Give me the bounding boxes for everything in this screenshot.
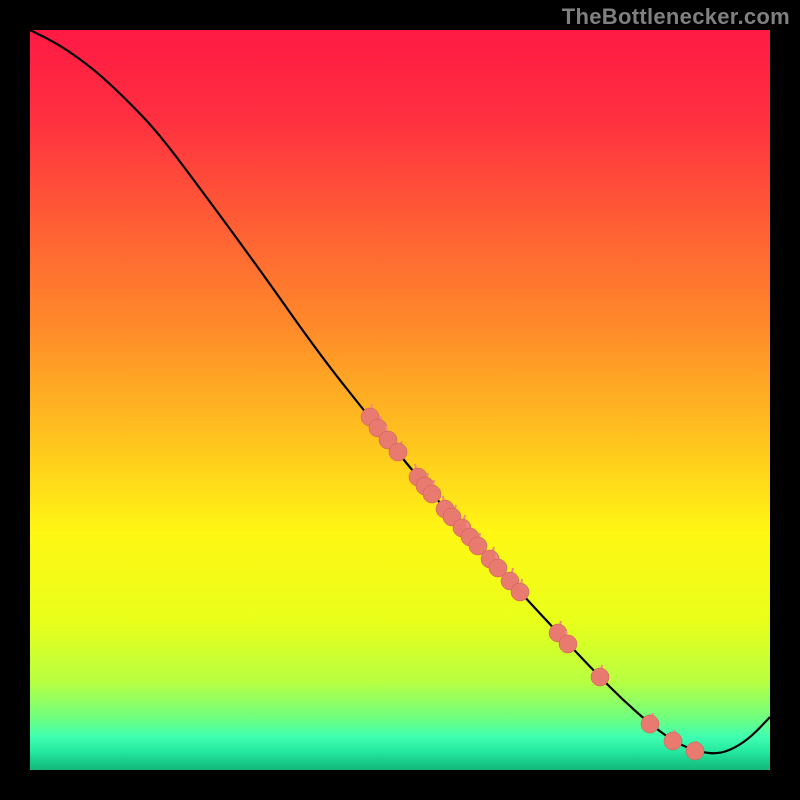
marker-dot	[511, 583, 529, 601]
chart-overlay	[0, 0, 800, 800]
marker-dot	[664, 732, 682, 750]
marker-dot	[591, 668, 609, 686]
bottleneck-curve	[30, 30, 770, 753]
marker-dot	[559, 635, 577, 653]
marker-dot	[686, 742, 704, 760]
marker-group	[361, 404, 704, 760]
marker-dot	[641, 715, 659, 733]
marker-dot	[389, 443, 407, 461]
marker-dot	[423, 485, 441, 503]
